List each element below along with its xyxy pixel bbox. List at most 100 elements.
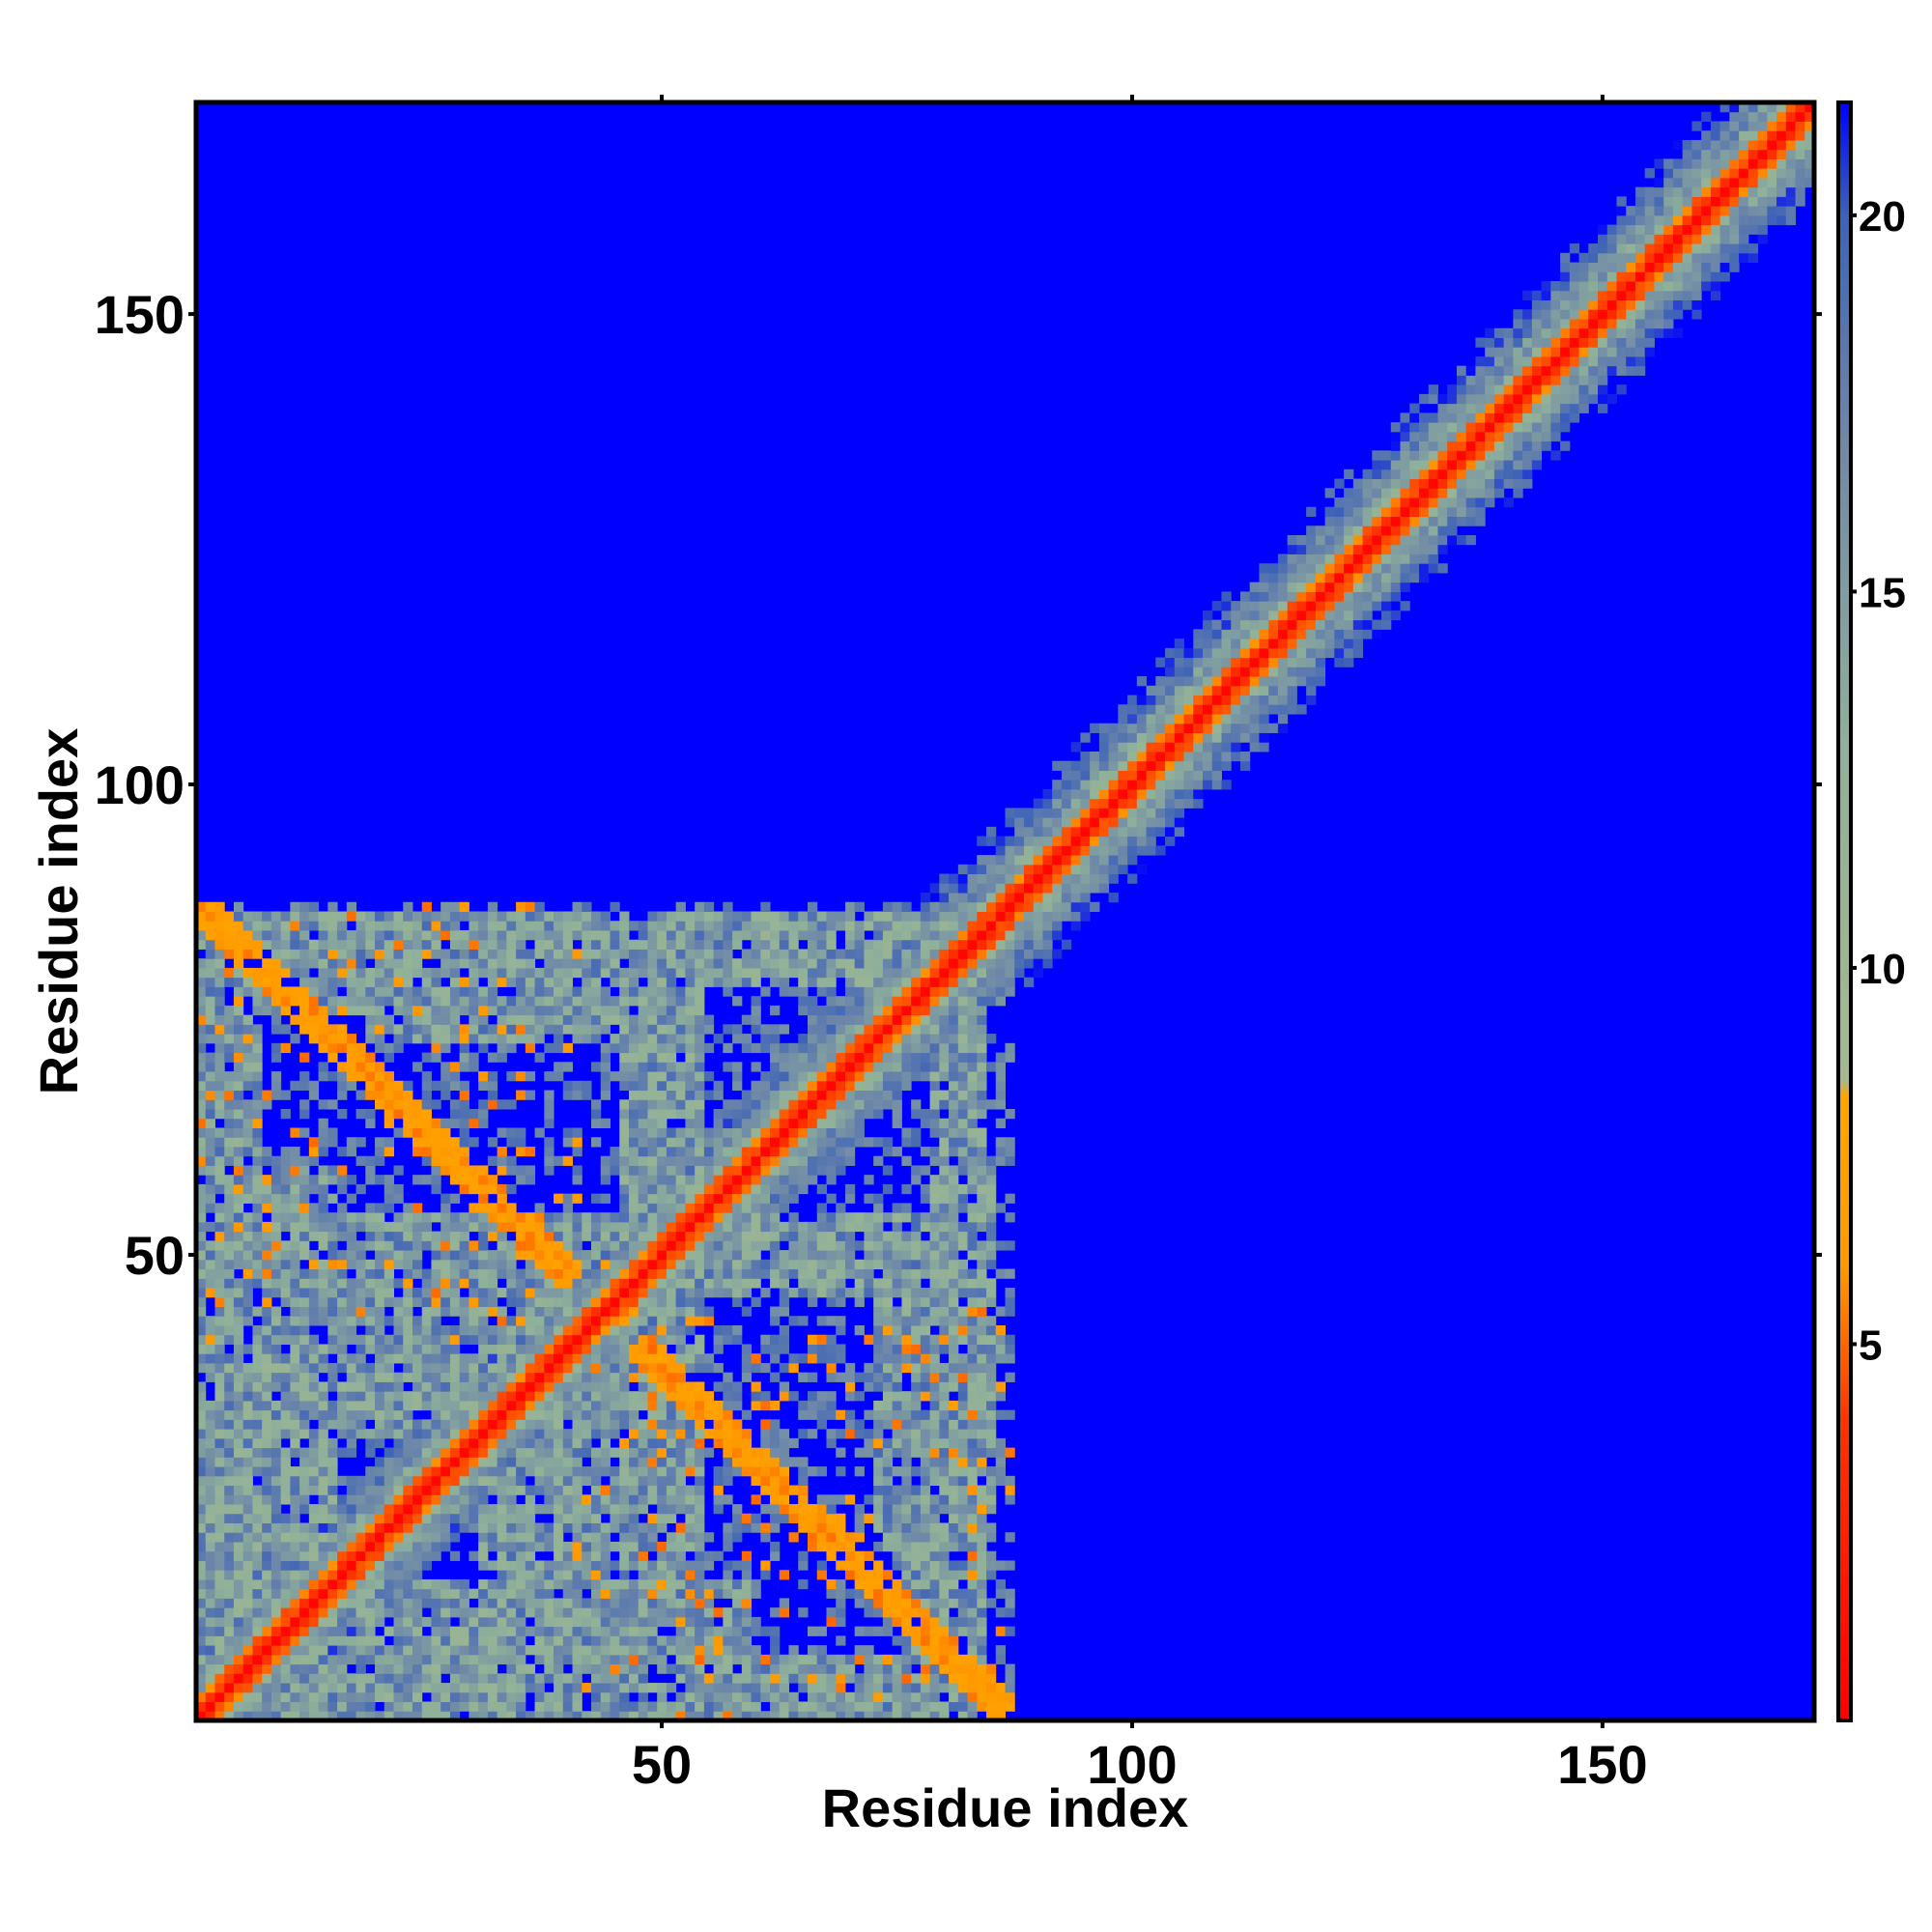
heatmap-cell — [365, 977, 376, 987]
heatmap-cell — [506, 1005, 517, 1016]
heatmap-cell — [525, 1165, 536, 1176]
heatmap-cell — [816, 1654, 827, 1665]
heatmap-cell — [242, 1541, 253, 1552]
heatmap-cell — [449, 1711, 461, 1721]
heatmap-cell — [337, 1429, 348, 1439]
heatmap-cell — [732, 1118, 743, 1128]
heatmap-cell — [262, 1288, 272, 1298]
heatmap-cell — [788, 1109, 799, 1120]
heatmap-cell — [440, 1504, 451, 1515]
heatmap-cell — [205, 939, 215, 950]
heatmap-cell — [393, 1231, 404, 1241]
heatmap-cell — [516, 1504, 526, 1515]
heatmap-cell — [497, 1673, 507, 1684]
heatmap-cell — [242, 949, 253, 959]
heatmap-cell — [327, 1570, 338, 1580]
heatmap-cell — [525, 1250, 536, 1261]
heatmap-cell — [600, 1042, 611, 1054]
heatmap-cell — [516, 1457, 526, 1467]
heatmap-cell — [270, 1193, 282, 1204]
heatmap-cell — [412, 1005, 423, 1016]
heatmap-cell — [770, 1400, 781, 1411]
heatmap-cell — [572, 1645, 582, 1656]
heatmap-cell — [675, 1137, 686, 1148]
heatmap-cell — [732, 967, 743, 979]
heatmap-cell — [798, 1654, 809, 1665]
heatmap-cell — [647, 1645, 658, 1656]
heatmap-cell — [591, 1466, 602, 1477]
heatmap-cell — [685, 1381, 696, 1392]
heatmap-cell — [732, 1268, 743, 1279]
heatmap-cell — [346, 1691, 357, 1703]
heatmap-cell — [554, 1645, 564, 1656]
heatmap-cell — [666, 1400, 677, 1411]
heatmap-cell — [487, 1324, 498, 1336]
heatmap-cell — [619, 911, 630, 922]
heatmap-cell — [355, 1626, 366, 1636]
heatmap-cell — [638, 1146, 648, 1157]
heatmap-cell — [384, 1118, 395, 1128]
heatmap-cell — [431, 1372, 441, 1382]
heatmap-cell — [252, 1513, 263, 1523]
heatmap-cell — [816, 1522, 827, 1533]
heatmap-cell — [365, 1221, 376, 1233]
heatmap-cell — [280, 921, 291, 931]
heatmap-cell — [449, 1419, 461, 1430]
heatmap-cell — [440, 1024, 451, 1035]
heatmap-cell — [741, 1570, 753, 1580]
heatmap-cell — [516, 1673, 526, 1684]
heatmap-cell — [375, 1212, 385, 1223]
heatmap-cell — [280, 1288, 291, 1298]
heatmap-cell — [582, 1344, 592, 1354]
heatmap-cell — [506, 1457, 517, 1467]
heatmap-cell — [440, 1645, 451, 1656]
heatmap-cell — [760, 967, 771, 979]
heatmap-cell — [836, 1607, 846, 1618]
heatmap-cell — [290, 1296, 300, 1308]
heatmap-cell — [760, 1362, 771, 1374]
heatmap-cell — [318, 1316, 328, 1326]
heatmap-cell — [214, 1673, 225, 1684]
heatmap-cell — [290, 967, 300, 979]
heatmap-cell — [572, 1014, 582, 1025]
heatmap-cell — [638, 1372, 648, 1382]
heatmap-cell — [337, 1183, 348, 1195]
heatmap-cell — [431, 1175, 441, 1185]
heatmap-cell — [403, 1353, 413, 1364]
heatmap-cell — [534, 1259, 545, 1270]
heatmap-cell — [534, 1541, 545, 1552]
heatmap-cell — [459, 1616, 469, 1628]
heatmap-cell — [290, 1353, 300, 1364]
heatmap-cell — [280, 1372, 291, 1382]
heatmap-cell — [562, 1344, 574, 1354]
heatmap-cell — [534, 1616, 545, 1628]
heatmap-cell — [562, 958, 574, 969]
heatmap-cell — [525, 1071, 536, 1082]
heatmap-cell — [657, 1437, 668, 1449]
heatmap-cell — [365, 1626, 376, 1636]
heatmap-cell — [393, 1522, 404, 1533]
heatmap-cell — [196, 1550, 207, 1561]
heatmap-cell — [224, 1183, 235, 1195]
heatmap-cell — [600, 1616, 611, 1628]
heatmap-cell — [525, 1306, 536, 1317]
heatmap-cell — [600, 1504, 611, 1515]
heatmap-cell — [318, 1306, 328, 1317]
heatmap-cell — [619, 967, 630, 979]
heatmap-cell — [619, 1663, 630, 1674]
heatmap-cell — [798, 1175, 809, 1185]
heatmap-cell — [205, 967, 215, 979]
heatmap-cell — [685, 1240, 696, 1251]
heatmap-cell — [816, 1466, 827, 1477]
heatmap-cell — [355, 1071, 366, 1082]
heatmap-cell — [638, 1005, 648, 1016]
heatmap-cell — [318, 1221, 328, 1233]
heatmap-cell — [675, 929, 686, 941]
heatmap-cell — [308, 911, 320, 922]
heatmap-cell — [487, 1259, 498, 1270]
heatmap-cell — [375, 1306, 385, 1317]
heatmap-cell — [469, 1353, 479, 1364]
heatmap-cell — [647, 1306, 658, 1317]
heatmap-cell — [647, 1316, 658, 1326]
heatmap-cell — [431, 949, 441, 959]
